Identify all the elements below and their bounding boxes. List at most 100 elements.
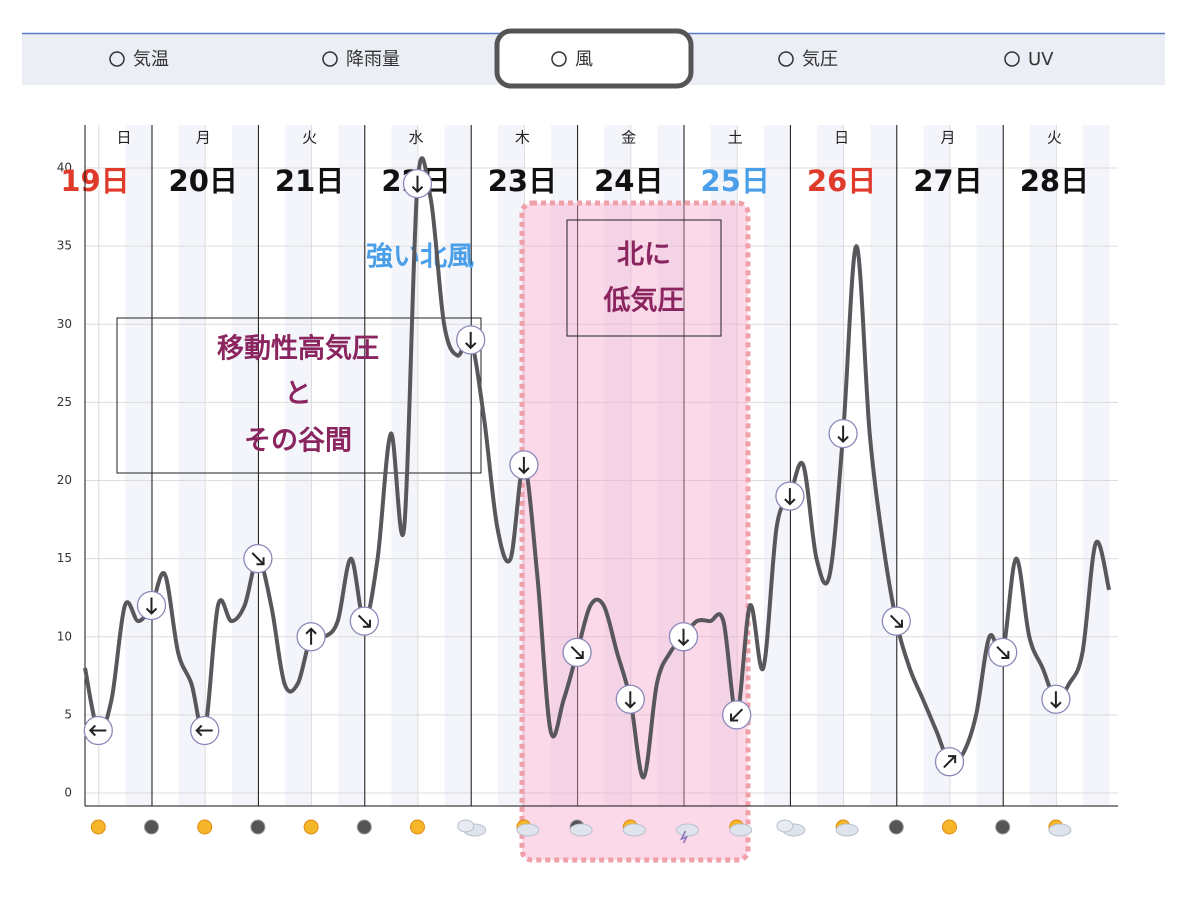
annotation: 低気圧 xyxy=(603,285,685,317)
y-tick-label: 40 xyxy=(57,161,72,175)
tab[interactable]: 気温 xyxy=(109,49,169,70)
tab-icon xyxy=(109,51,125,67)
y-tick-label: 15 xyxy=(57,551,72,565)
weather-icon xyxy=(676,823,699,844)
stripe xyxy=(1083,125,1110,806)
wind-arrow xyxy=(615,684,645,714)
weather-icon xyxy=(410,819,425,835)
lightning xyxy=(679,830,689,844)
tab[interactable]: 降雨量 xyxy=(322,49,400,70)
tab-label: UV xyxy=(1028,49,1054,70)
weekday-label: 木 xyxy=(515,129,530,147)
y-tick-label: 25 xyxy=(57,395,72,409)
weather-icon xyxy=(622,819,646,837)
tabs: 気温 降雨量 風 気圧 UV xyxy=(109,28,1054,89)
moon xyxy=(356,819,372,835)
date-label: 20日 xyxy=(169,164,238,198)
cloud xyxy=(622,823,646,837)
arrow-glyph xyxy=(889,614,903,628)
chart: 日19日月20日火21日水22日木23日金24日土25日日26日月27日火28日… xyxy=(60,125,1118,844)
stripe xyxy=(231,125,259,806)
weather-icon xyxy=(457,819,487,837)
sun xyxy=(197,819,213,835)
arrow-glyph xyxy=(837,425,849,444)
arrow-glyph xyxy=(784,488,796,506)
wind-arrow xyxy=(828,418,858,449)
arrow-glyph xyxy=(518,456,530,475)
weekday-label: 月 xyxy=(196,129,211,147)
wind-arrow xyxy=(349,606,379,636)
weather-icon xyxy=(250,819,266,835)
stripe xyxy=(125,125,152,806)
sun xyxy=(303,819,319,835)
tab[interactable]: UV xyxy=(1004,49,1054,70)
annotation: 強い北風 xyxy=(366,242,474,273)
y-tick-label: 35 xyxy=(57,239,72,253)
arrow-glyph xyxy=(730,708,744,722)
stripes xyxy=(125,125,1110,806)
cloud xyxy=(457,819,475,833)
weather-icon xyxy=(729,819,753,837)
arrow-glyph xyxy=(624,691,637,709)
wind-arrow xyxy=(296,622,326,652)
cloud xyxy=(1048,823,1072,837)
sun xyxy=(942,819,957,835)
wind-arrow xyxy=(881,606,911,636)
stripe xyxy=(178,125,206,806)
wind-arrow xyxy=(190,715,220,746)
cloud xyxy=(835,823,859,837)
moon xyxy=(144,819,159,835)
annotation: 北に xyxy=(617,240,671,271)
weather-icon xyxy=(90,819,106,835)
y-tick-label: 5 xyxy=(64,707,72,721)
moon xyxy=(250,819,266,835)
sun xyxy=(410,819,425,835)
wind-arrow xyxy=(722,700,752,730)
weather-icon xyxy=(144,819,159,835)
annotation: と xyxy=(285,379,312,410)
arrow-glyph xyxy=(357,614,371,628)
selected-tab xyxy=(494,28,694,89)
sun xyxy=(90,819,106,835)
weekday-label: 日 xyxy=(116,129,131,147)
tab-icon xyxy=(778,51,794,67)
weather-icon xyxy=(516,819,540,837)
wind-line xyxy=(83,156,1112,780)
stripe xyxy=(285,125,312,806)
wind-arrow xyxy=(509,450,539,480)
date-label: 19日 xyxy=(60,164,129,198)
cloud xyxy=(569,823,593,837)
arrow-glyph xyxy=(411,175,424,194)
tab-icon xyxy=(1004,51,1020,67)
y-tick-label: 20 xyxy=(57,473,72,487)
weather-icon xyxy=(995,819,1011,835)
wind-arrow xyxy=(775,481,805,511)
tab-label: 気温 xyxy=(133,49,169,70)
tab-icon xyxy=(322,51,338,67)
weather-icon xyxy=(356,819,372,835)
wind-arrow xyxy=(456,325,486,355)
y-tick-label: 30 xyxy=(57,317,72,331)
weather-icon xyxy=(835,819,859,837)
arrow-glyph xyxy=(305,627,317,645)
stripe xyxy=(338,125,365,806)
tab-label: 降雨量 xyxy=(346,49,400,70)
date-label: 23日 xyxy=(488,164,557,198)
y-tick-label: 0 xyxy=(64,786,72,800)
tab[interactable]: 気圧 xyxy=(778,49,838,70)
weather-icon xyxy=(197,819,213,835)
moon xyxy=(995,819,1011,835)
wind-arrow xyxy=(402,168,433,199)
weather-icon xyxy=(1048,819,1072,837)
stripe xyxy=(763,125,791,806)
arrow-glyph xyxy=(88,724,107,737)
tab[interactable]: 風 xyxy=(494,28,694,89)
low-pressure-region xyxy=(519,200,751,863)
wind-arrow xyxy=(1041,684,1071,714)
wind-arrow xyxy=(562,637,592,668)
arrow-glyph xyxy=(251,552,265,566)
weekday-label: 火 xyxy=(302,129,317,147)
weather-icon xyxy=(569,819,593,837)
tab-label: 気圧 xyxy=(802,49,838,70)
